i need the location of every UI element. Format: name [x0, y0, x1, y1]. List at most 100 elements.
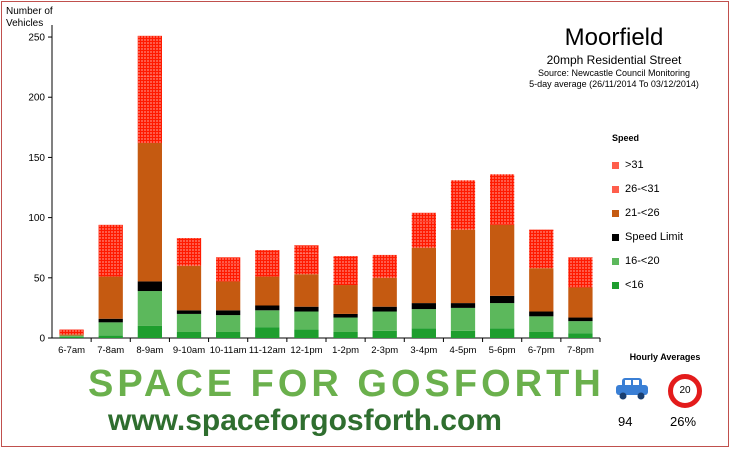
legend-label: Speed Limit — [625, 231, 684, 243]
brand-website[interactable]: www.spaceforgosforth.com — [108, 404, 502, 437]
bar-segment-lt16 — [411, 328, 436, 338]
bar-segment-26-31 — [216, 263, 241, 282]
legend-label: 26-<31 — [625, 183, 660, 195]
bar-segment-21-26 — [411, 247, 436, 304]
x-tick-label: 7-8am — [97, 345, 124, 356]
bar-segment-gt31 — [568, 257, 593, 267]
bar-segment-26-31 — [294, 253, 319, 275]
bar-segment-21-26 — [529, 268, 554, 312]
x-tick-label: 3-4pm — [410, 345, 437, 356]
bar-segment-26-31 — [333, 264, 358, 286]
bar-segment-speed-limit — [176, 310, 202, 314]
x-tick-label: 10-11am — [210, 345, 247, 356]
bar-segment-gt31 — [450, 180, 476, 194]
bar-segment-lt16 — [490, 328, 515, 338]
bar-segment-16-20 — [98, 322, 123, 336]
car-icon — [616, 378, 648, 400]
bar-segment-gt31 — [59, 329, 84, 332]
speed-limit-sign-icon: 20 — [668, 374, 702, 408]
bar-segment-speed-limit — [490, 295, 515, 304]
bar-segment-16-20 — [490, 303, 515, 329]
legend-item-26-31: 26-<31 — [612, 177, 683, 201]
bar-segment-21-26 — [98, 276, 123, 319]
bar-segment-21-26 — [176, 265, 202, 311]
legend-item-16-20: 16-<20 — [612, 249, 683, 273]
y-tick-label: 150 — [28, 153, 45, 164]
bar-segment-lt16 — [529, 331, 554, 338]
legend-swatch-lt16 — [612, 281, 619, 289]
x-tick-label: 5-6pm — [489, 345, 516, 356]
bar-segment-16-20 — [411, 309, 436, 329]
bar-segment-26-31 — [255, 257, 280, 277]
hourly-vehicles-value: 94 — [618, 414, 633, 429]
chart-subtitle: 20mph Residential Street — [546, 53, 682, 67]
bar-segment-gt31 — [255, 250, 280, 258]
y-tick-label: 50 — [34, 273, 46, 284]
bar-segment-26-31 — [450, 193, 476, 230]
bar-segment-lt16 — [294, 329, 319, 338]
x-tick-label: 2-3pm — [371, 345, 398, 356]
legend-item-lt16: <16 — [612, 273, 683, 297]
bar-segment-lt16 — [450, 330, 476, 338]
y-axis-title: Number of Vehicles — [6, 6, 53, 29]
bar-segment-speed-limit — [450, 303, 476, 308]
bar-segment-gt31 — [98, 224, 123, 241]
legend: Speed >31 26-<31 21-<26 Speed Limit 16-<… — [612, 133, 683, 297]
bar-segment-16-20 — [59, 335, 84, 337]
bar-segment-16-20 — [333, 317, 358, 332]
bar-segment-speed-limit — [294, 306, 319, 312]
bar-segment-gt31 — [529, 229, 554, 239]
bar-segment-speed-limit — [529, 311, 554, 317]
bar-segment-26-31 — [529, 238, 554, 269]
bar-segment-gt31 — [176, 238, 202, 247]
bar-segment-gt31 — [216, 257, 241, 264]
bar-segment-16-20 — [529, 316, 554, 332]
y-tick-label: 250 — [28, 33, 45, 44]
brand-logo-text: SPACE FOR GOSFORTH — [88, 363, 605, 405]
bar-segment-26-31 — [372, 260, 397, 278]
bar-segment-speed-limit — [568, 317, 593, 322]
speed-limit-sign-text: 20 — [679, 385, 691, 396]
legend-swatch-26-31 — [612, 185, 619, 193]
bar-segment-21-26 — [568, 287, 593, 318]
bar-segment-lt16 — [98, 335, 123, 338]
bar-segment-lt16 — [372, 330, 397, 338]
x-tick-label: 4-5pm — [450, 345, 477, 356]
bar-segment-21-26 — [294, 274, 319, 307]
bar-segment-21-26 — [490, 224, 515, 296]
bar-segment-26-31 — [137, 76, 162, 143]
bar-segment-lt16 — [59, 336, 84, 338]
bar-segment-26-31 — [176, 246, 202, 266]
legend-label: 21-<26 — [625, 207, 660, 219]
bar-segment-gt31 — [411, 212, 436, 222]
legend-label: >31 — [625, 159, 644, 171]
chart-source: Source: Newcastle Council Monitoring — [537, 68, 691, 78]
bar-segment-lt16 — [333, 331, 358, 338]
y-tick-label: 200 — [28, 93, 45, 104]
x-tick-label: 1-2pm — [332, 345, 359, 356]
bar-segment-16-20 — [216, 315, 241, 332]
bar-segment-16-20 — [372, 311, 397, 331]
bar-segment-gt31 — [294, 245, 319, 254]
x-tick-label: 9-10am — [173, 345, 205, 356]
bar-segment-speed-limit — [98, 318, 123, 323]
bar-segment-26-31 — [98, 240, 123, 277]
legend-item-speed-limit: Speed Limit — [612, 225, 683, 249]
legend-swatch-speed-limit — [612, 233, 619, 241]
bar-segment-16-20 — [137, 291, 162, 326]
bar-segment-lt16 — [568, 333, 593, 338]
bar-segment-16-20 — [176, 313, 202, 332]
x-tick-label: 6-7am — [58, 345, 85, 356]
y-tick-label: 0 — [39, 334, 45, 345]
x-tick-label: 6-7pm — [528, 345, 555, 356]
chart-title: Moorfield — [564, 24, 664, 51]
bar-segment-16-20 — [294, 311, 319, 330]
bar-segment-lt16 — [216, 331, 241, 338]
bar-segment-lt16 — [255, 327, 280, 338]
bar-segment-21-26 — [59, 334, 84, 336]
bar-segment-speed-limit — [255, 305, 280, 311]
x-tick-label: 12-1pm — [290, 345, 322, 356]
bar-segment-speed-limit — [333, 313, 358, 318]
bar-segment-26-31 — [59, 331, 84, 335]
